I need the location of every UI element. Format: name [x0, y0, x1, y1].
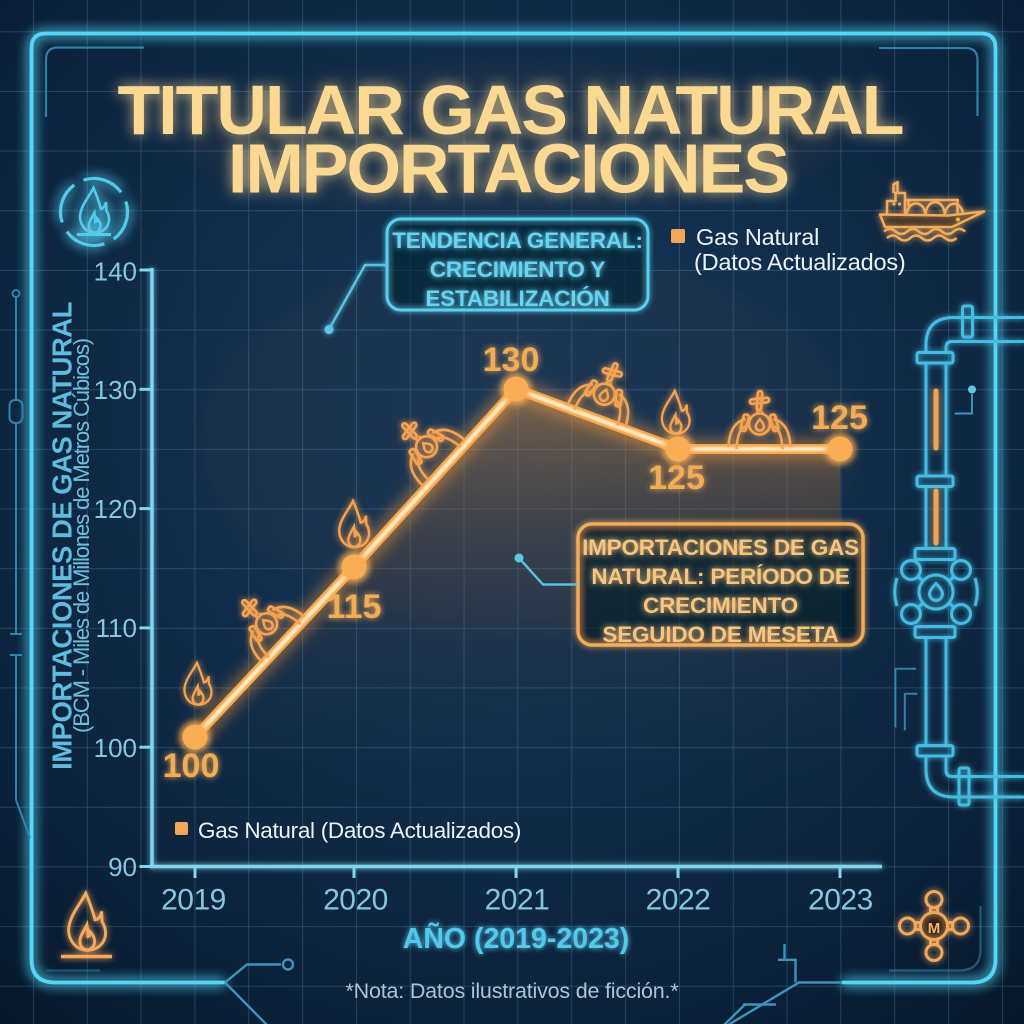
svg-text:(Datos Actualizados): (Datos Actualizados): [694, 249, 906, 275]
svg-text:110: 110: [96, 613, 137, 643]
svg-text:90: 90: [108, 852, 137, 882]
svg-text:2022: 2022: [646, 884, 711, 917]
svg-text:SEGUIDO DE MESETA: SEGUIDO DE MESETA: [602, 622, 838, 647]
svg-text:IMPORTACIONES DE GAS: IMPORTACIONES DE GAS: [582, 535, 859, 560]
svg-text:Gas Natural: Gas Natural: [696, 224, 819, 250]
svg-text:125: 125: [648, 459, 705, 497]
svg-text:2020: 2020: [323, 884, 388, 917]
svg-text:120: 120: [94, 494, 137, 524]
svg-text:125: 125: [811, 399, 868, 437]
svg-text:130: 130: [483, 341, 540, 379]
svg-text:NATURAL: PERÍODO DE: NATURAL: PERÍODO DE: [591, 564, 849, 589]
svg-text:Gas Natural (Datos Actualizado: Gas Natural (Datos Actualizados): [198, 818, 521, 843]
svg-text:IMPORTACIONES DE GAS NATURAL: IMPORTACIONES DE GAS NATURAL: [47, 302, 78, 770]
svg-text:IMPORTACIONES: IMPORTACIONES: [228, 130, 788, 208]
svg-text:*Nota: Datos ilustrativos de f: *Nota: Datos ilustrativos de ficción.*: [346, 979, 680, 1003]
svg-text:2019: 2019: [161, 884, 226, 917]
svg-text:M: M: [928, 920, 941, 937]
svg-text:130: 130: [94, 375, 137, 405]
svg-text:(BCM - Miles de Millones de Me: (BCM - Miles de Millones de Metros Cúbic…: [69, 339, 94, 733]
svg-text:ESTABILIZACIÓN: ESTABILIZACIÓN: [425, 286, 609, 311]
svg-text:TENDENCIA GENERAL:: TENDENCIA GENERAL:: [392, 228, 643, 253]
svg-text:115: 115: [327, 588, 382, 626]
svg-text:AÑO (2019-2023): AÑO (2019-2023): [403, 923, 630, 955]
svg-text:TITULAR GAS NATURAL: TITULAR GAS NATURAL: [117, 71, 902, 149]
svg-text:CRECIMIENTO: CRECIMIENTO: [643, 593, 798, 618]
svg-text:2023: 2023: [808, 884, 873, 917]
svg-text:100: 100: [94, 733, 137, 763]
svg-text:100: 100: [163, 747, 220, 785]
svg-text:140: 140: [94, 257, 137, 287]
svg-text:CRECIMIENTO Y: CRECIMIENTO Y: [430, 257, 606, 282]
svg-text:2021: 2021: [485, 884, 550, 917]
